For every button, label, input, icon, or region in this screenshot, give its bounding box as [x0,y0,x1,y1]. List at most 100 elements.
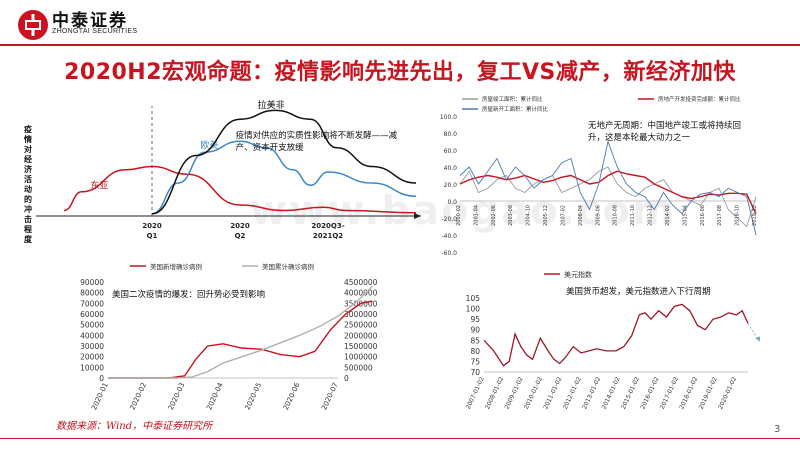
chart2-x-tick: 2016-06 [700,205,706,226]
chart4-x-tick: 2015-01-02 [620,376,641,411]
chart4-x-tick: 2019-01-02 [698,376,719,411]
chart4-x-tick: 2020-01-02 [717,376,738,411]
logo-chinese-name: 中泰证券 [52,11,128,31]
chart1-line-0 [63,165,417,214]
chart3-line-1 [108,285,373,379]
header-divider [0,44,800,46]
chart4-y-tick: 95 [470,315,480,324]
chart2-x-tick: 2002-06 [491,205,497,226]
footer-divider [0,438,800,439]
chart2-annotation: 升，这是本轮最大动力之一 [588,132,691,143]
chart2-x-tick: 2012-12 [648,205,654,226]
chart3-x-tick: 2020-04 [205,381,225,411]
chart2-annotation: 无地产无周期：中国地产竣工或将持续回 [588,120,741,131]
chart3-legend-label: 美国累计确诊病例 [262,262,314,271]
chart4-annotation: 美国货币超发，美元指数进入下行周期 [566,286,711,297]
chart1-line-1 [151,140,417,215]
chart1-annotation: 疫情对供应的实质性影响将不断发酵——减 [236,130,398,141]
chart2-x-tick: 2014-02 [665,205,671,226]
chart1-x-tick: 2020 [230,222,250,230]
chart4-y-tick: 75 [470,357,480,366]
chart4-y-tick: 100 [466,305,481,314]
logo-english-name: ZHONGTAI SECURITIES [52,28,138,35]
chart2-x-tick: 2018-10 [735,205,741,226]
chart3-y-left-tick: 0 [99,374,104,383]
chart1-x-tick: 2021Q2 [313,232,343,240]
chart3-x-tick: 2020-06 [282,381,302,411]
watermark: www.baogao.com [250,188,676,234]
chart4-x-tick: 2008-01-02 [484,376,505,411]
chart2-y-tick: 40.0 [444,165,458,172]
chart2-y-tick: 60.0 [444,148,458,155]
chart3-y-left-tick: 80000 [80,289,104,298]
chart4-x-tick: 2009-01-02 [504,376,525,411]
chart3-y-right-tick: 4000000 [344,289,378,298]
chart2-x-tick: 2000-02 [456,205,462,226]
chart1-x-tick: Q2 [235,232,246,240]
chart4-x-tick: 2013-01-02 [581,376,602,411]
chart3-y-right-tick: 3000000 [344,310,378,319]
chart1-annotation: 产、资本开支放缓 [236,142,305,153]
chart1-line-2 [151,109,417,215]
logo-mark-icon [18,10,48,40]
page-number: 3 [774,424,781,435]
chart-epidemic-impact: 东亚 欧美 拉美非 2020 Q1 2020 Q2 2020Q3- 2021Q2 疫情对供应的实质… [36,100,421,240]
chart1-x-tick: 2020Q3- [311,222,344,230]
chart1-x-arrow [414,213,421,219]
chart-real-estate: 100.0 80.0 60.0 40.0 20.0 0.0 -20.0 -40.0 -60.0 房… [440,95,758,257]
chart2-x-tick: 2007-02 [560,205,566,226]
chart4-x-tick: 2007-01-02 [465,376,486,411]
chart3-y-right-tick: 4500000 [344,278,378,287]
chart3-x-tick: 2020-05 [244,381,264,411]
chart3-y-right-tick: 0 [344,374,349,383]
chart3-line-0 [108,300,373,379]
chart3-y-right-tick: 2500000 [344,321,378,330]
data-source: 数据来源：Wind，中泰证券研究所 [56,421,213,432]
chart2-line-2 [459,139,757,236]
chart3-y-right-tick: 500000 [344,363,373,372]
chart3-legend-label: 美国新增确诊病例 [150,262,202,271]
chart2-x-tick: 2004-10 [526,205,532,226]
chart3-y-left-tick: 90000 [80,278,104,287]
chart2-x-tick: 2019-12 [752,205,758,226]
chart2-y-tick: 20.0 [444,182,458,189]
chart2-legend-label: 房屋竣工面积：累计同比 [482,95,543,103]
chart2-x-tick: 2011-10 [630,205,636,226]
chart3-y-left-tick: 50000 [80,321,104,330]
chart2-y-tick: -40.0 [441,233,457,240]
chart4-x-tick: 2014-01-02 [601,376,622,411]
chart1-series-label: 欧美 [200,139,218,151]
chart4-legend-label: 美元指数 [564,270,592,279]
chart2-y-tick: -60.0 [441,250,457,257]
chart4-x-tick: 2017-01-02 [659,376,680,411]
chart4-x-tick: 2010-01-02 [523,376,544,411]
chart2-y-tick: 80.0 [444,131,458,138]
company-logo [16,8,166,42]
chart2-legend-label: 房屋新开工面积：累计同比 [482,105,549,113]
chart4-line [483,303,749,367]
chart2-x-tick: 2001-04 [473,205,479,226]
chart1-x-tick: Q1 [147,232,158,240]
chart3-y-left-tick: 40000 [80,331,104,340]
chart2-y-tick: -20.0 [441,216,457,223]
chart-dollar-index: 7075808590951001052007-01-022008-01-0220… [465,270,761,411]
chart3-x-tick: 2020-03 [167,381,187,411]
chart3-y-right-tick: 2000000 [344,331,378,340]
chart2-legend-label: 房地产开发投资完成额：累计同比 [658,95,741,103]
chart4-y-tick: 85 [470,336,480,345]
slide-title: 2020H2宏观命题：疫情影响先进先出，复工VS减产，新经济加快 [64,60,736,85]
chart3-y-left-tick: 10000 [80,363,104,372]
chart1-series-label: 东亚 [90,180,108,192]
chart4-y-tick: 90 [470,326,480,335]
chart4-x-tick: 2012-01-02 [562,376,583,411]
chart2-x-tick: 2009-06 [595,205,601,226]
chart2-x-tick: 2015-04 [682,205,688,226]
chart2-x-tick: 2008-04 [578,205,584,226]
chart4-y-tick: 105 [466,294,481,303]
chart2-line-1 [459,170,757,215]
chart4-x-tick: 2011-01-02 [542,376,563,411]
chart3-annotation: 美国二次疫情的爆发：回升势必受到影响 [112,289,265,300]
chart4-trend-arrow [747,323,761,342]
chart1-ylabel: 疫情对经济活动的冲击程度 [24,125,32,244]
